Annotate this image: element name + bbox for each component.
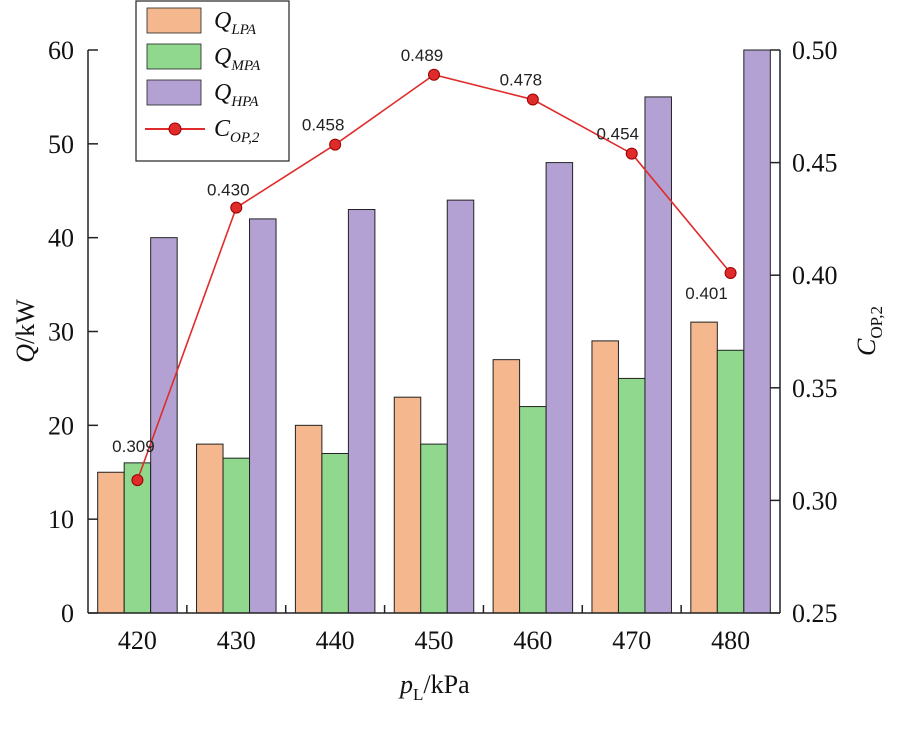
- point-cop2-420: [131, 474, 144, 487]
- bar-q-lpa-470: [591, 340, 619, 614]
- bar-group: [97, 49, 771, 614]
- xtick-label-450: 450: [415, 626, 454, 655]
- point-cop2-450: [428, 68, 440, 81]
- labels-group: pL/kPa Q/kW COP,2: [11, 299, 886, 704]
- ytick-label-20: 20: [48, 411, 74, 440]
- bar-q-mpa-460: [519, 406, 547, 614]
- xtick-label-470: 470: [612, 626, 651, 655]
- y2tick-label-0.50: 0.50: [792, 36, 838, 65]
- bar-q-mpa-430: [222, 457, 251, 614]
- point-cop2-430: [230, 201, 243, 214]
- legend-label-q-mpa: QMPA: [214, 44, 261, 74]
- y2tick-label-0.35: 0.35: [792, 374, 838, 403]
- bar-q-lpa-460: [492, 359, 521, 614]
- y2tick-label-0.45: 0.45: [792, 149, 838, 178]
- bar-q-hpa-460: [545, 162, 574, 614]
- legend: QLPA QMPA QHPA COP,2: [135, 0, 290, 162]
- bar-q-lpa-420: [97, 471, 125, 614]
- bar-q-hpa-420: [150, 237, 178, 614]
- xtick-label-420: 420: [118, 626, 157, 655]
- data-label-480: 0.401: [685, 284, 728, 303]
- bar-q-hpa-430: [249, 218, 277, 614]
- data-label-440: 0.458: [302, 116, 345, 135]
- bar-q-lpa-450: [393, 396, 422, 614]
- ytick-label-60: 60: [48, 36, 74, 65]
- xtick-label-430: 430: [217, 626, 256, 655]
- legend-swatch-q-mpa: [146, 43, 202, 70]
- ytick-label-0: 0: [61, 599, 74, 628]
- bar-q-hpa-470: [644, 96, 672, 614]
- data-label-450: 0.489: [401, 46, 444, 65]
- y2tick-label-0.25: 0.25: [792, 599, 838, 628]
- bar-q-hpa-480: [743, 49, 771, 614]
- y-axis-title: Q/kW: [11, 299, 40, 363]
- data-label-470: 0.454: [596, 125, 639, 144]
- y2tick-label-0.40: 0.40: [792, 261, 838, 290]
- line-series-group: 0.309 0.430 0.458 0.489 0.478 0.454 0.401: [112, 46, 737, 487]
- legend-label-q-hpa: QHPA: [214, 80, 259, 110]
- bar-q-lpa-430: [196, 443, 224, 614]
- bar-q-mpa-480: [716, 349, 745, 614]
- bar-q-hpa-440: [347, 209, 376, 614]
- data-label-430: 0.430: [207, 181, 250, 200]
- legend-swatch-q-hpa: [146, 79, 202, 106]
- bar-q-mpa-420: [123, 462, 152, 614]
- point-cop2-440: [329, 138, 342, 151]
- legend-label-q-lpa: QLPA: [214, 8, 257, 38]
- xtick-label-480: 480: [711, 626, 750, 655]
- bar-q-lpa-480: [690, 321, 718, 614]
- data-label-460: 0.478: [500, 71, 543, 90]
- ytick-label-10: 10: [48, 505, 74, 534]
- y2tick-label-0.30: 0.30: [792, 486, 838, 515]
- xtick-label-440: 440: [316, 626, 355, 655]
- legend-swatch-marker-c-op-2: [168, 122, 182, 136]
- point-cop2-470: [625, 147, 638, 160]
- x-axis-title: pL/kPa: [398, 670, 470, 704]
- ytick-label-40: 40: [48, 224, 74, 253]
- xtick-label-460: 460: [513, 626, 552, 655]
- ticks-group: 0 10 20 30 40 50 60 0.25 0.30 0.35 0.40 0.45 0.50 420…: [48, 36, 838, 655]
- bar-q-mpa-440: [321, 452, 349, 614]
- point-cop2-460: [526, 93, 539, 106]
- ytick-label-30: 30: [48, 318, 74, 347]
- point-cop2-480: [724, 266, 737, 279]
- legend-label-c-op-2: COP,2: [214, 116, 260, 146]
- y2-axis-title: COP,2: [852, 306, 886, 356]
- legend-swatch-q-lpa: [146, 7, 202, 34]
- bar-q-lpa-440: [294, 424, 323, 614]
- ytick-label-50: 50: [48, 130, 74, 159]
- bar-q-mpa-450: [420, 443, 448, 614]
- data-label-420: 0.309: [112, 437, 155, 456]
- bar-q-hpa-450: [446, 199, 475, 614]
- bar-q-mpa-470: [617, 377, 646, 614]
